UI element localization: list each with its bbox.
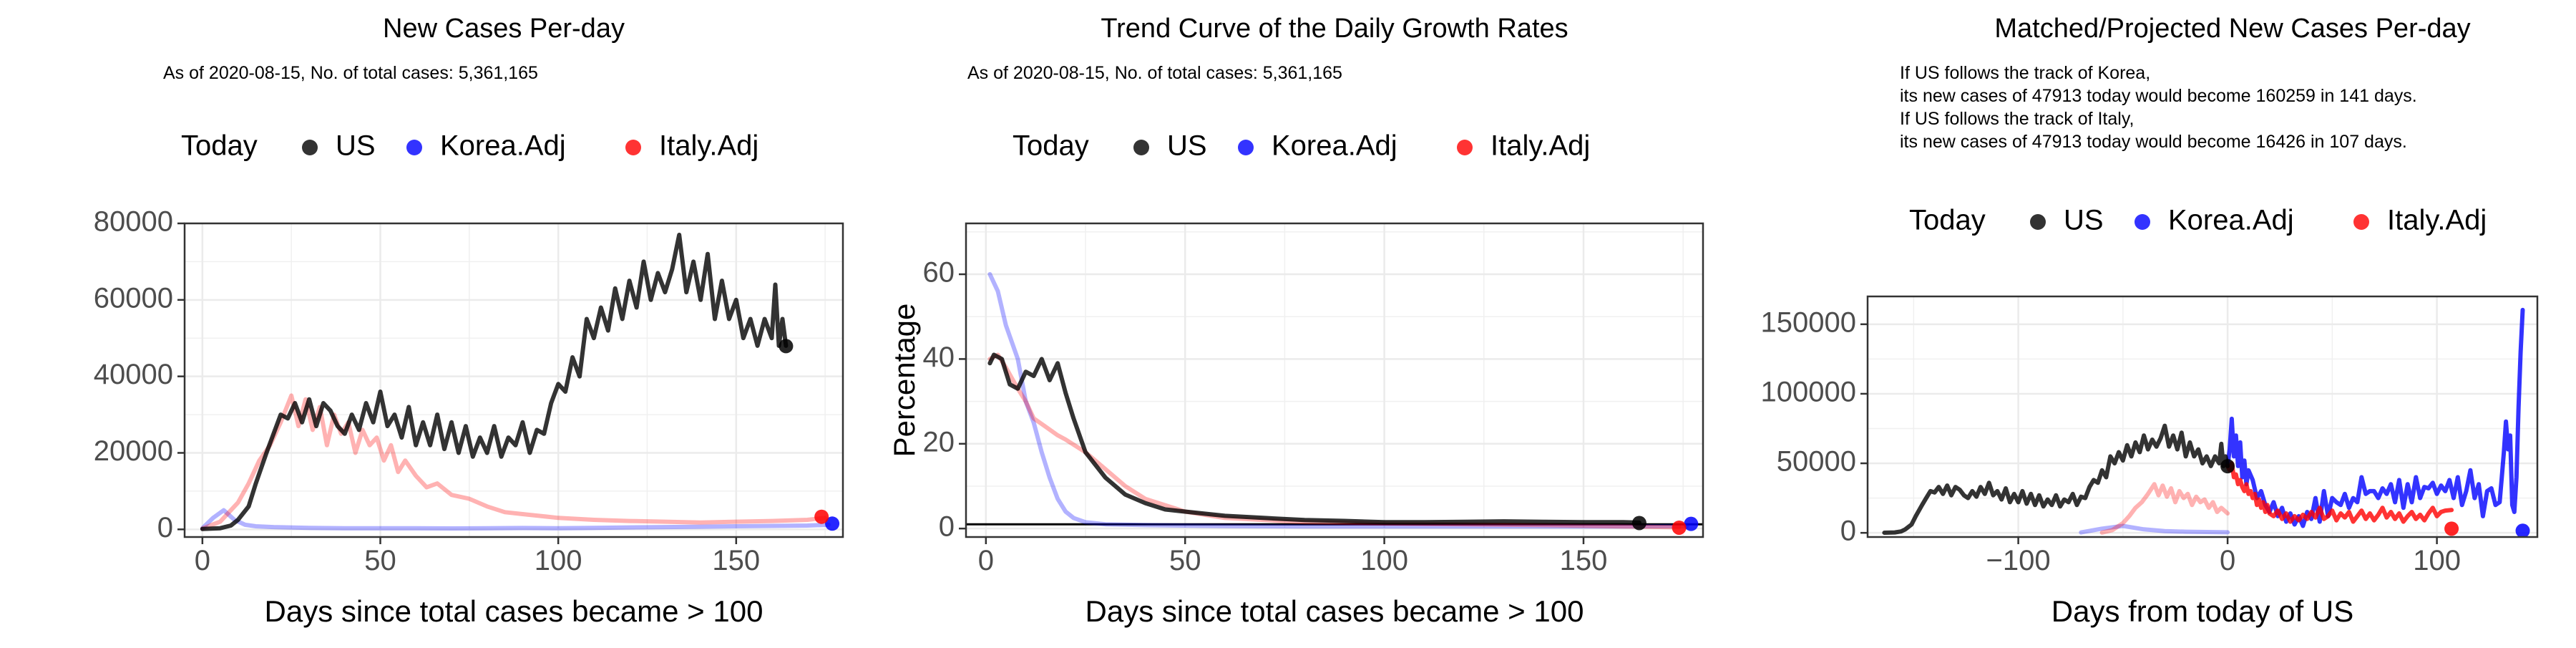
- legend-label: Korea.Adj: [2168, 205, 2294, 236]
- chart-panel-3: Matched/Projected New Cases Per-day If US…: [1761, 14, 2539, 628]
- y-tick-label: 20000: [94, 435, 173, 467]
- today-point-italy-adj: [1672, 520, 1687, 535]
- series-line-italy-adj-projected: [2225, 461, 2454, 524]
- chart-note-line: its new cases of 47913 today would becom…: [1900, 86, 2417, 106]
- today-point-korea-adj: [1684, 516, 1699, 531]
- series-line-korea-adj: [987, 272, 1689, 529]
- today-point-italy-adj: [2444, 521, 2459, 536]
- y-tick-label: 100000: [1761, 377, 1856, 408]
- today-point-korea-adj: [2515, 523, 2530, 537]
- legend-label: Italy.Adj: [1491, 130, 1590, 162]
- legend-key-us: [1133, 140, 1149, 155]
- y-tick-label: 20: [923, 426, 955, 458]
- chart-title: New Cases Per-day: [383, 14, 625, 44]
- x-tick-label: 100: [2413, 545, 2461, 576]
- chart-title: Matched/Projected New Cases Per-day: [1994, 14, 2470, 44]
- y-tick-label: 80000: [94, 206, 173, 238]
- legend-label: Italy.Adj: [2387, 205, 2487, 236]
- x-tick-label: 150: [712, 545, 760, 576]
- plot-data: [200, 233, 840, 531]
- legend-key-us: [2030, 214, 2046, 230]
- chart-note-line: If US follows the track of Korea,: [1900, 63, 2150, 83]
- series-line-italy-adj: [2099, 482, 2230, 535]
- plot-border: [1866, 295, 2539, 538]
- legend-label: Korea.Adj: [440, 130, 566, 162]
- y-tick-label: 0: [157, 512, 173, 543]
- plot-background: [185, 223, 843, 537]
- chart-subtitle: As of 2020-08-15, No. of total cases: 5,…: [967, 63, 1342, 83]
- x-tick-label: 100: [1360, 545, 1408, 576]
- legend-title: Today: [181, 130, 258, 162]
- plot-data: [966, 272, 1703, 535]
- x-tick-label: 50: [1169, 545, 1201, 576]
- y-tick-label: 0: [1840, 516, 1856, 547]
- x-axis-label: Days from today of US: [2051, 594, 2353, 628]
- y-tick-label: 50000: [1777, 446, 1856, 478]
- x-tick-label: −100: [1986, 545, 2051, 576]
- chart-subtitle: As of 2020-08-15, No. of total cases: 5,…: [163, 63, 538, 83]
- y-tick-label: 40: [923, 342, 955, 373]
- legend-label: Korea.Adj: [1272, 130, 1397, 162]
- plot-background: [1868, 296, 2537, 537]
- legend-key-korea-adj: [2135, 214, 2150, 230]
- plot-data: [1882, 307, 2530, 537]
- legend-key-italy-adj: [625, 140, 641, 155]
- x-tick-label: 150: [1560, 545, 1608, 576]
- chart-note-line: its new cases of 47913 today would becom…: [1900, 132, 2407, 152]
- legend-label: Italy.Adj: [659, 130, 758, 162]
- today-point-korea-adj: [825, 516, 840, 531]
- chart-panel-2: Trend Curve of the Daily Growth Rates As …: [887, 14, 1704, 628]
- x-tick-label: 0: [978, 545, 994, 576]
- legend-key-italy-adj: [1457, 140, 1473, 155]
- x-tick-label: 100: [535, 545, 582, 576]
- x-tick-label: 0: [195, 545, 210, 576]
- series-line-italy-adj: [200, 393, 828, 531]
- series-line-us: [987, 352, 1641, 525]
- y-axis-label: Percentage: [887, 304, 921, 458]
- y-tick-label: 60: [923, 257, 955, 289]
- legend-key-korea-adj: [406, 140, 422, 155]
- plot-background: [966, 223, 1703, 537]
- series-line-korea-adj-projected: [2225, 307, 2525, 528]
- chart-title: Trend Curve of the Daily Growth Rates: [1101, 14, 1568, 44]
- legend-title: Today: [1909, 205, 1986, 236]
- x-axis-label: Days since total cases became > 100: [1085, 594, 1584, 628]
- plot-border: [183, 222, 844, 538]
- x-axis-label: Days since total cases became > 100: [265, 594, 763, 628]
- legend-label: US: [336, 130, 376, 162]
- series-line-us: [200, 233, 789, 531]
- legend-label: US: [1167, 130, 1207, 162]
- legend-title: Today: [1013, 130, 1089, 162]
- y-tick-label: 0: [939, 511, 955, 543]
- series-line-korea-adj: [2079, 523, 2230, 535]
- chart-note-line: If US follows the track of Italy,: [1900, 109, 2134, 129]
- legend-key-us: [302, 140, 318, 155]
- plot-border: [965, 222, 1704, 538]
- x-tick-label: 0: [2220, 545, 2235, 576]
- today-point-italy-adj: [814, 509, 829, 524]
- today-point-us: [2220, 459, 2235, 474]
- today-point-us: [779, 339, 794, 354]
- x-tick-label: 50: [364, 545, 396, 576]
- series-line-us: [1882, 423, 2230, 535]
- today-point-us: [1631, 516, 1646, 531]
- y-tick-label: 40000: [94, 359, 173, 390]
- legend-label: US: [2064, 205, 2104, 236]
- legend-key-italy-adj: [2353, 214, 2369, 230]
- chart-panel-1: New Cases Per-day As of 2020-08-15, No. o…: [94, 14, 844, 628]
- series-line-korea-adj: [200, 508, 831, 531]
- y-tick-label: 60000: [94, 282, 173, 314]
- y-tick-label: 150000: [1761, 306, 1856, 338]
- legend-key-korea-adj: [1238, 140, 1254, 155]
